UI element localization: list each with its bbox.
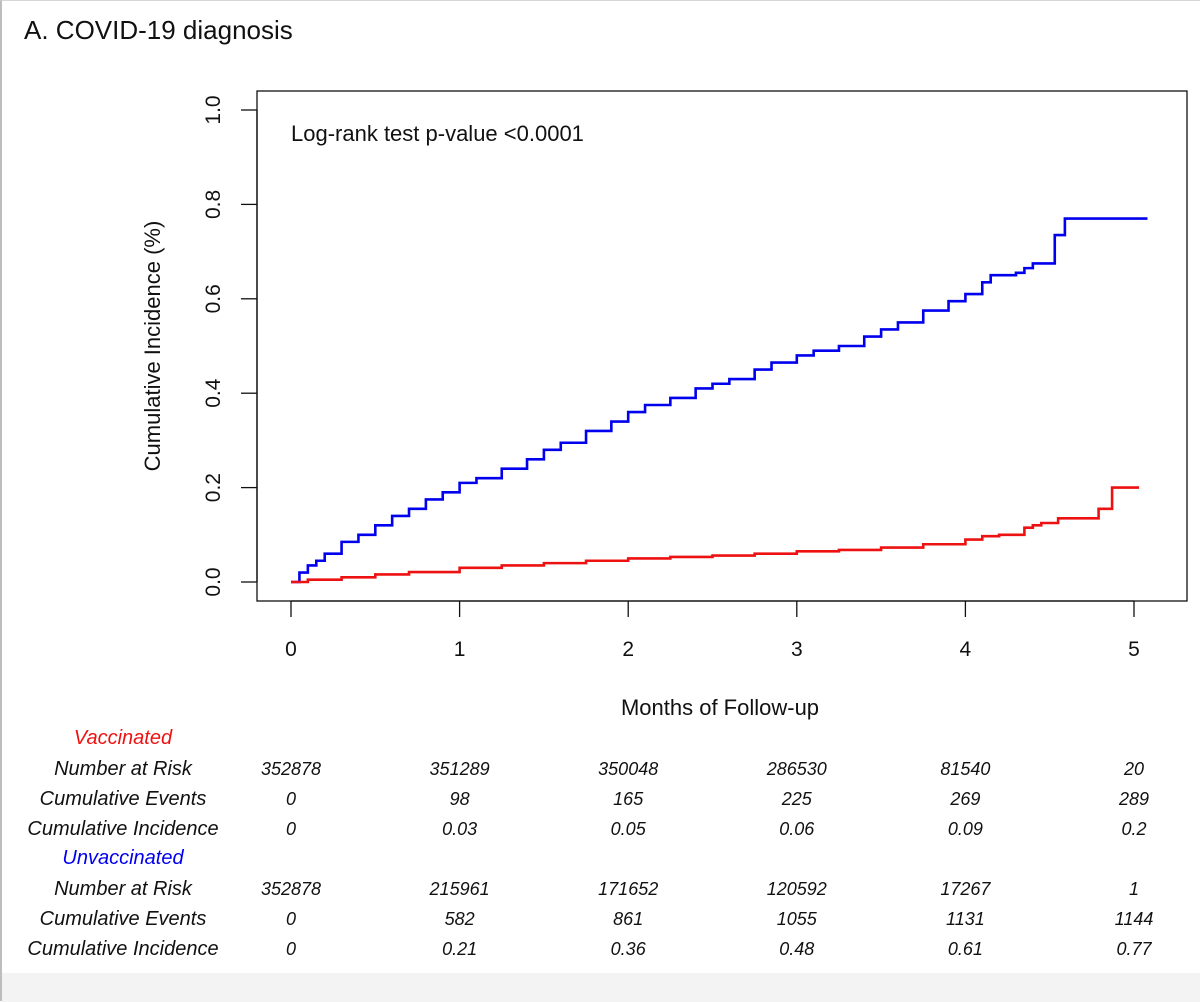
risk-cell: 1144 xyxy=(1115,909,1154,929)
risk-cell: 225 xyxy=(781,789,813,809)
risk-cell: 286530 xyxy=(766,759,827,779)
risk-row-label: Cumulative Incidence xyxy=(27,938,218,960)
risk-cell: 861 xyxy=(613,909,643,929)
risk-row-label: Cumulative Events xyxy=(40,788,207,810)
x-tick-label-1: 1 xyxy=(454,638,466,661)
risk-cell: 0.2 xyxy=(1121,819,1146,839)
risk-cell: 289 xyxy=(1118,789,1149,809)
risk-cell: 171652 xyxy=(598,879,658,899)
risk-cell: 0 xyxy=(286,939,296,959)
risk-cell: 1 xyxy=(1129,879,1139,899)
panel-title: A. COVID-19 diagnosis xyxy=(24,15,293,45)
km-chart: 0 1 2 3 4 5 0.0 0.2 0.4 0.6 0.8 1.0 Months of Follow… xyxy=(27,90,1188,960)
risk-cell: 0.06 xyxy=(779,819,815,839)
risk-cell: 0.77 xyxy=(1116,939,1152,959)
risk-cell: 350048 xyxy=(598,759,658,779)
y-tick-label-0: 0.0 xyxy=(202,567,225,596)
risk-cell: 0.03 xyxy=(442,819,477,839)
risk-cell: 352878 xyxy=(261,879,321,899)
risk-group-unvaccinated: Unvaccinated xyxy=(62,847,184,869)
x-tick-label-4: 4 xyxy=(960,638,972,661)
risk-cell: 0.48 xyxy=(779,939,814,959)
risk-row-label: Cumulative Incidence xyxy=(27,818,218,840)
bottom-strip xyxy=(2,973,1200,1002)
risk-cell: 269 xyxy=(949,789,980,809)
risk-cell: 352878 xyxy=(261,759,321,779)
risk-group-vaccinated: Vaccinated xyxy=(74,727,173,749)
risk-cell: 17267 xyxy=(940,879,991,899)
risk-cell: 215961 xyxy=(429,879,490,899)
risk-cell: 1131 xyxy=(946,909,985,929)
x-tick-label-2: 2 xyxy=(622,638,634,661)
risk-cell: 582 xyxy=(445,909,475,929)
series-line-unvaccinated xyxy=(291,217,1148,584)
risk-cell: 20 xyxy=(1123,759,1144,779)
x-tick-label-3: 3 xyxy=(791,638,803,661)
risk-cell: 0 xyxy=(286,909,296,929)
series-line-vaccinated xyxy=(291,486,1140,584)
risk-row-label: Number at Risk xyxy=(54,758,193,780)
risk-cell: 0.21 xyxy=(442,939,477,959)
y-tick-label-4: 0.8 xyxy=(202,190,225,219)
risk-row-label: Cumulative Events xyxy=(40,908,207,930)
risk-cell: 351289 xyxy=(430,759,490,779)
y-tick-label-5: 1.0 xyxy=(202,95,225,124)
risk-cell: 98 xyxy=(450,789,470,809)
risk-cell: 0.05 xyxy=(611,819,647,839)
risk-cell: 0.36 xyxy=(611,939,647,959)
y-tick-label-1: 0.2 xyxy=(202,473,225,502)
risk-cell: 0.61 xyxy=(948,939,983,959)
risk-cell: 120592 xyxy=(767,879,827,899)
y-tick-label-3: 0.6 xyxy=(202,284,225,313)
risk-cell: 0 xyxy=(286,819,296,839)
y-tick-label-2: 0.4 xyxy=(202,378,225,408)
risk-cell: 0 xyxy=(286,789,296,809)
risk-cell: 1055 xyxy=(777,909,818,929)
x-tick-label-5: 5 xyxy=(1128,638,1140,661)
logrank-annotation: Log-rank test p-value <0.0001 xyxy=(291,121,584,146)
risk-cell: 165 xyxy=(613,789,644,809)
plot-frame xyxy=(256,90,1188,602)
risk-row-label: Number at Risk xyxy=(54,878,193,900)
risk-cell: 0.09 xyxy=(948,819,983,839)
y-axis-title: Cumulative Incidence (%) xyxy=(140,221,165,472)
risk-cell: 81540 xyxy=(940,759,990,779)
x-axis-title: Months of Follow-up xyxy=(621,695,819,720)
x-tick-label-0: 0 xyxy=(285,638,297,661)
